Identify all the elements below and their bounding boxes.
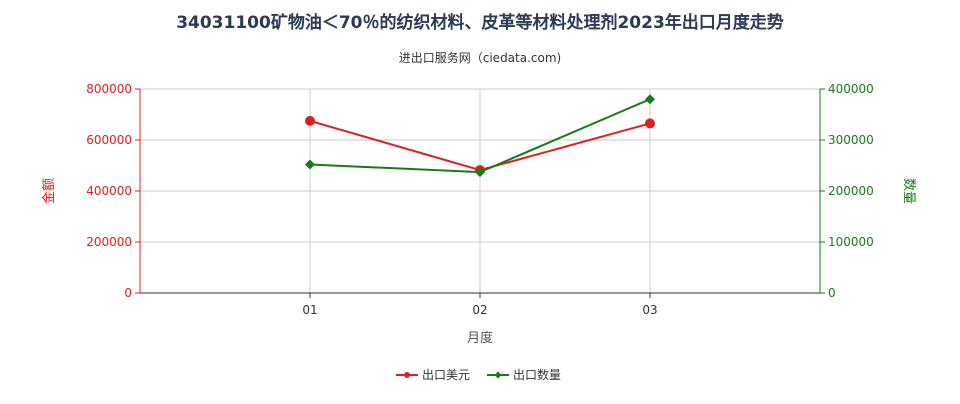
left-axis-tick-label: 400000 [86,184,132,198]
right-axis-label: 数量 [901,178,916,204]
series-layer [305,94,655,178]
right-axis-tick-label: 200000 [828,184,874,198]
grid-layer [140,88,820,293]
x-axis-label: 月度 [467,330,493,346]
x-axis-tick-label: 01 [302,303,317,317]
data-point [305,115,315,126]
legend-marker [494,371,502,379]
chart-subtitle: 进出口服务网（ciedata.com) [399,50,561,65]
left-axis-label: 金额 [41,178,57,204]
legend-marker [404,372,410,378]
x-axis-tick-label: 03 [642,303,657,317]
axes-layer: 0 200000 400000 600000 800000 0 100000 200000 30… [86,82,874,317]
left-axis-tick-label: 800000 [86,82,132,96]
right-axis-tick-label: 400000 [828,82,874,96]
left-axis-tick-label: 600000 [86,133,132,147]
right-axis-tick-label: 100000 [828,235,874,249]
data-point [305,159,315,170]
data-point [645,118,655,129]
right-axis-tick-label: 300000 [828,133,874,147]
chart-title: 34031100矿物油＜70％的纺织材料、皮革等材料处理剂2023年出口月度走势 [176,12,784,33]
data-point [645,94,655,105]
left-axis-tick-label: 200000 [86,235,132,249]
left-axis-tick-label: 0 [124,286,132,300]
legend-label: 出口美元 [422,368,470,382]
legend-label: 出口数量 [513,367,561,382]
x-axis-tick-label: 02 [472,303,487,317]
right-axis-tick-label: 0 [828,286,836,300]
data-point [475,167,485,178]
legend: 出口美元 出口数量 [396,367,561,382]
